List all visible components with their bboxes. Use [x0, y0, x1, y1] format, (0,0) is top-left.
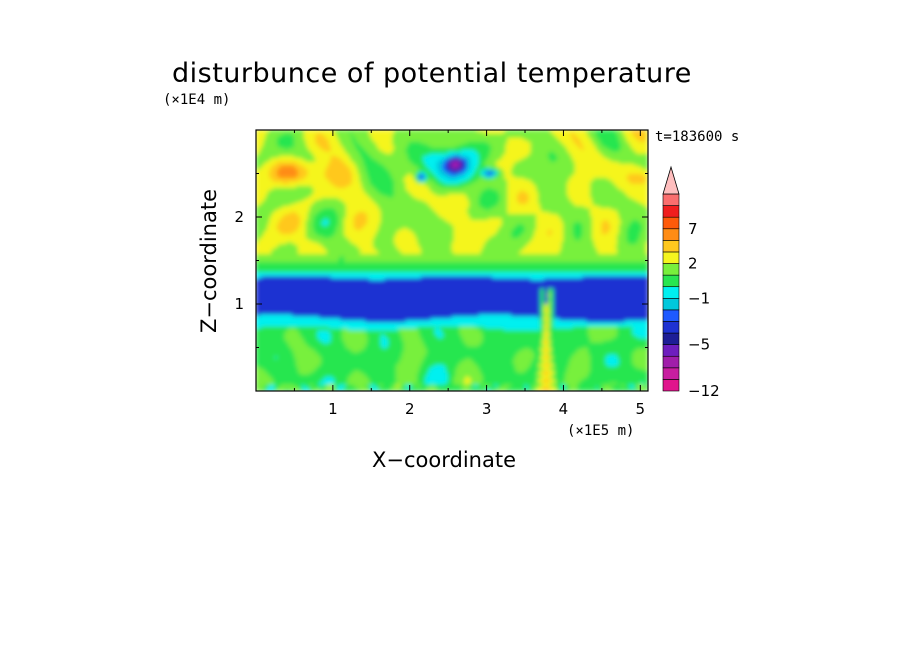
contour-field [256, 130, 649, 392]
